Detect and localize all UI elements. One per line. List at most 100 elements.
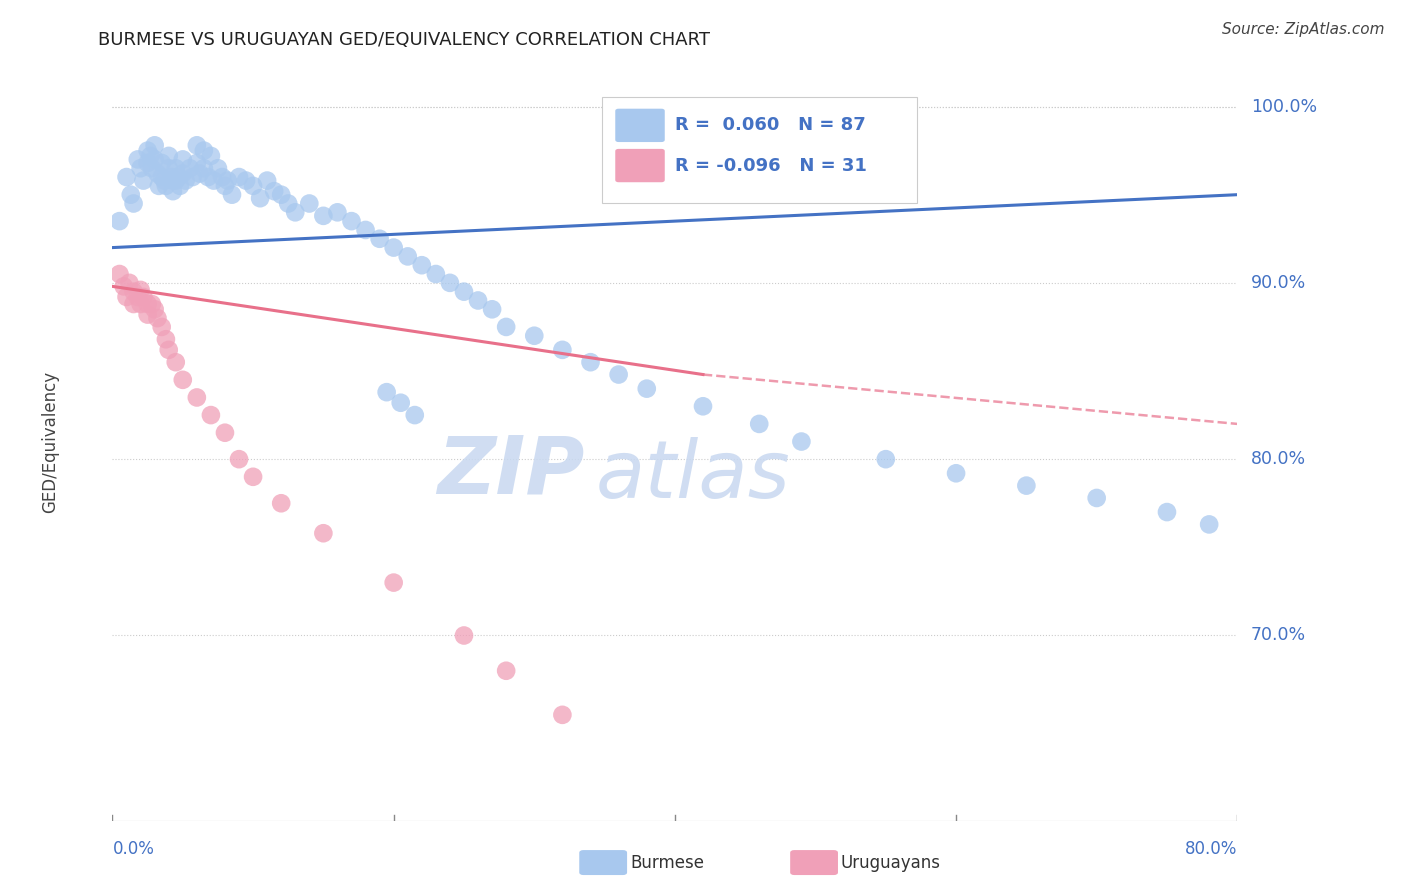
- Point: [186, 156, 208, 170]
- Point: [141, 161, 163, 176]
- Point: [165, 161, 187, 176]
- Point: [146, 167, 169, 181]
- Point: [172, 153, 194, 167]
- Point: [467, 293, 489, 308]
- Point: [122, 196, 145, 211]
- Point: [453, 285, 475, 299]
- Point: [270, 187, 292, 202]
- Point: [193, 144, 215, 158]
- Point: [157, 343, 180, 357]
- Point: [404, 408, 426, 422]
- Point: [228, 169, 250, 184]
- Point: [127, 153, 149, 167]
- Point: [193, 161, 215, 176]
- Point: [122, 297, 145, 311]
- Point: [200, 149, 222, 163]
- Point: [188, 167, 211, 181]
- Text: R =  0.060   N = 87: R = 0.060 N = 87: [675, 116, 866, 135]
- Point: [169, 178, 191, 193]
- Text: BURMESE VS URUGUAYAN GED/EQUIVALENCY CORRELATION CHART: BURMESE VS URUGUAYAN GED/EQUIVALENCY COR…: [98, 31, 710, 49]
- Point: [270, 496, 292, 510]
- Point: [136, 308, 159, 322]
- FancyBboxPatch shape: [616, 149, 665, 182]
- Point: [523, 328, 546, 343]
- Point: [179, 161, 201, 176]
- Point: [354, 223, 377, 237]
- Point: [155, 178, 177, 193]
- Point: [153, 173, 176, 187]
- Point: [207, 161, 229, 176]
- Point: [298, 196, 321, 211]
- Text: 80.0%: 80.0%: [1185, 839, 1237, 857]
- Point: [143, 138, 166, 153]
- Point: [160, 169, 183, 184]
- Point: [108, 267, 131, 281]
- Point: [217, 173, 239, 187]
- Point: [340, 214, 363, 228]
- Point: [162, 173, 184, 187]
- Point: [139, 149, 162, 163]
- Point: [396, 249, 419, 263]
- Point: [326, 205, 349, 219]
- Point: [1156, 505, 1178, 519]
- Point: [136, 297, 159, 311]
- Point: [143, 302, 166, 317]
- Point: [382, 575, 405, 590]
- Text: Burmese: Burmese: [630, 854, 704, 871]
- Point: [242, 178, 264, 193]
- Point: [375, 385, 398, 400]
- Point: [174, 173, 197, 187]
- Point: [143, 153, 166, 167]
- Point: [150, 320, 173, 334]
- Point: [312, 526, 335, 541]
- Text: Uruguayans: Uruguayans: [841, 854, 941, 871]
- Point: [277, 196, 299, 211]
- Point: [495, 320, 517, 334]
- Point: [748, 417, 770, 431]
- Point: [132, 173, 155, 187]
- Text: atlas: atlas: [596, 437, 792, 515]
- Text: R = -0.096   N = 31: R = -0.096 N = 31: [675, 157, 866, 175]
- Point: [211, 169, 233, 184]
- Point: [120, 187, 142, 202]
- Point: [150, 156, 173, 170]
- Point: [181, 169, 204, 184]
- Point: [108, 214, 131, 228]
- Point: [411, 258, 433, 272]
- Point: [249, 191, 271, 205]
- Text: 80.0%: 80.0%: [1251, 450, 1306, 468]
- Point: [551, 707, 574, 722]
- Point: [284, 205, 307, 219]
- Point: [1015, 478, 1038, 492]
- Point: [790, 434, 813, 449]
- Point: [242, 470, 264, 484]
- Point: [157, 161, 180, 176]
- Point: [136, 156, 159, 170]
- Point: [579, 355, 602, 369]
- Point: [389, 396, 412, 410]
- Text: 100.0%: 100.0%: [1251, 97, 1317, 116]
- Point: [129, 283, 152, 297]
- Point: [129, 161, 152, 176]
- Point: [636, 382, 658, 396]
- Point: [1198, 517, 1220, 532]
- Text: 90.0%: 90.0%: [1251, 274, 1306, 292]
- Point: [167, 169, 190, 184]
- Point: [228, 452, 250, 467]
- FancyBboxPatch shape: [616, 109, 665, 142]
- Point: [202, 173, 225, 187]
- Point: [118, 276, 141, 290]
- Point: [146, 311, 169, 326]
- Text: 70.0%: 70.0%: [1251, 626, 1306, 645]
- Point: [481, 302, 503, 317]
- Point: [148, 178, 170, 193]
- Point: [368, 232, 391, 246]
- Point: [235, 173, 257, 187]
- Point: [382, 241, 405, 255]
- Point: [214, 425, 236, 440]
- Point: [112, 279, 135, 293]
- Point: [200, 408, 222, 422]
- Point: [165, 355, 187, 369]
- Point: [157, 149, 180, 163]
- Point: [127, 290, 149, 304]
